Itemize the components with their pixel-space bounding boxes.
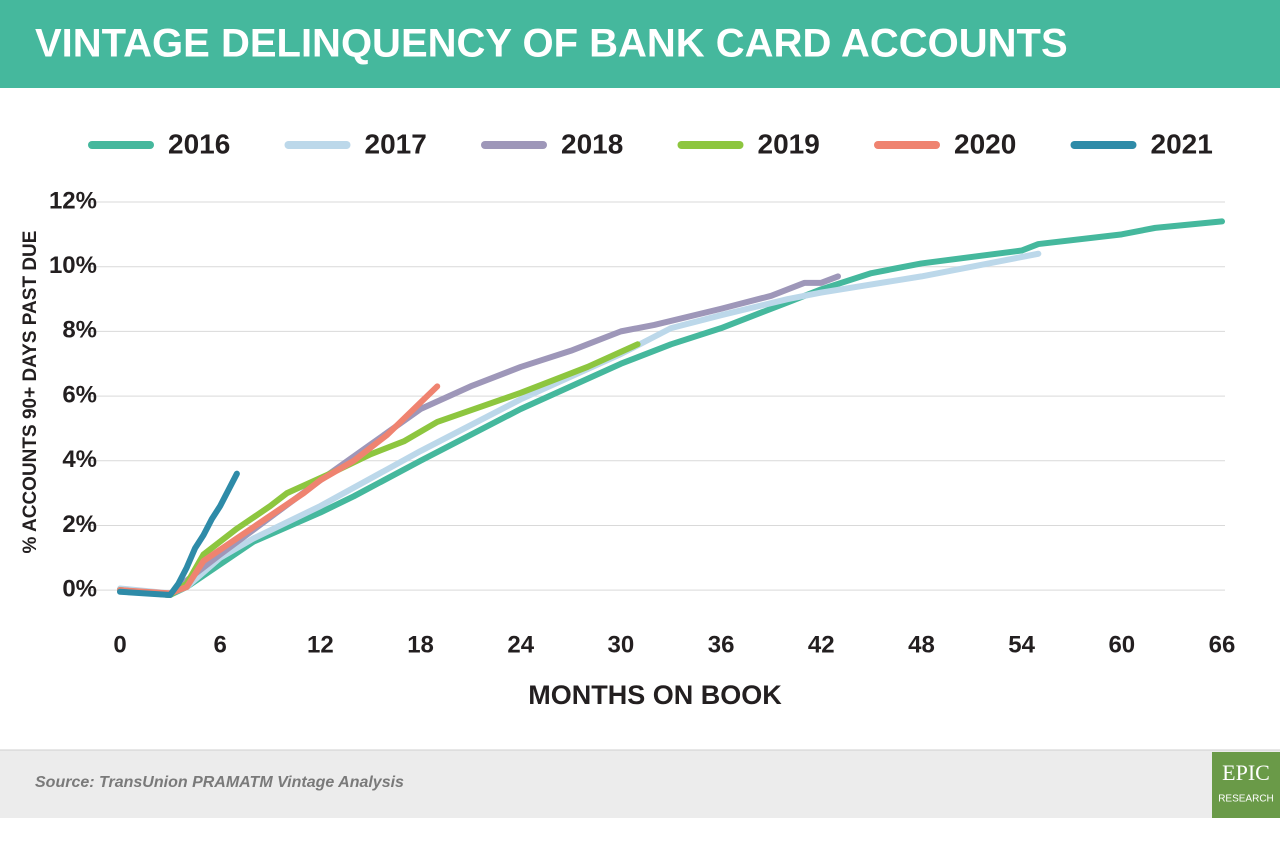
x-tick-label: 6	[214, 631, 227, 658]
x-tick-label: 12	[307, 631, 334, 658]
y-tick-label: 8%	[62, 317, 97, 344]
series-line	[117, 383, 441, 597]
y-tick-label: 12%	[49, 187, 97, 214]
logo-text: EPIC	[1222, 760, 1270, 785]
x-tick-label: 30	[608, 631, 635, 658]
x-axis-label: MONTHS ON BOOK	[528, 680, 782, 710]
logo-subtext: RESEARCH	[1218, 794, 1274, 805]
series-line	[117, 470, 240, 598]
source-note: Source: TransUnion PRAMATM Vintage Analy…	[35, 774, 404, 791]
x-tick-label: 54	[1008, 631, 1035, 658]
x-tick-label: 42	[808, 631, 835, 658]
logo-box	[1212, 752, 1280, 818]
y-tick-label: 10%	[49, 252, 97, 279]
x-tick-label: 66	[1209, 631, 1236, 658]
x-tick-label: 60	[1108, 631, 1135, 658]
y-tick-label: 2%	[62, 511, 97, 538]
y-tick-label: 0%	[62, 575, 97, 602]
legend-label: 2019	[758, 128, 820, 159]
series-line	[117, 273, 841, 598]
legend-label: 2016	[168, 128, 230, 159]
chart-title: VINTAGE DELINQUENCY OF BANK CARD ACCOUNT…	[35, 22, 1068, 66]
x-tick-label: 24	[507, 631, 534, 658]
legend-label: 2020	[954, 128, 1016, 159]
legend-label: 2021	[1151, 128, 1213, 159]
series-line	[117, 250, 1042, 597]
y-tick-label: 6%	[62, 381, 97, 408]
header-band	[0, 0, 1280, 88]
x-tick-label: 36	[708, 631, 735, 658]
x-tick-label: 18	[407, 631, 434, 658]
y-axis-label: % ACCOUNTS 90+ DAYS PAST DUE	[20, 231, 41, 554]
legend-label: 2018	[561, 128, 623, 159]
y-tick-label: 4%	[62, 446, 97, 473]
x-tick-label: 48	[908, 631, 935, 658]
series-line	[117, 218, 1225, 598]
x-tick-label: 0	[113, 631, 126, 658]
footer-band	[0, 750, 1280, 818]
legend-label: 2017	[365, 128, 427, 159]
